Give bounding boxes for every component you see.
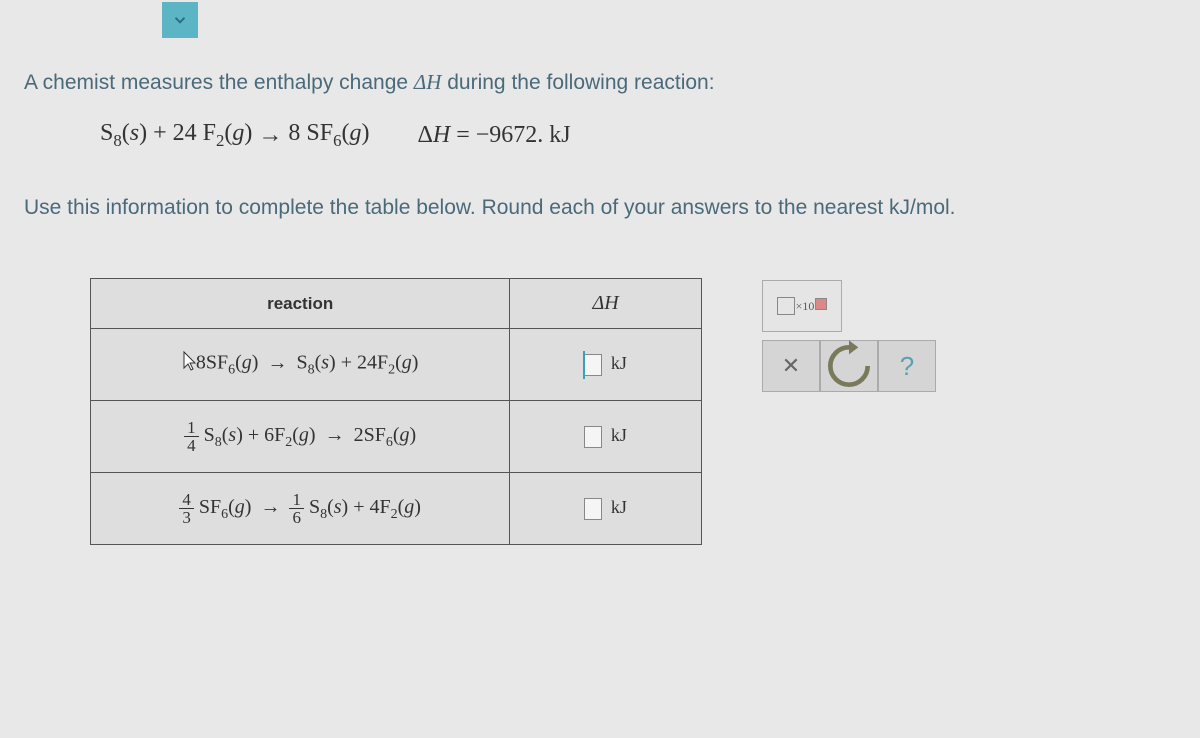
answer-input-2[interactable] [584,426,602,448]
reaction-table: reaction ΔH 8SF6(g) → S8(s) + 24F2(g) kJ [90,278,702,545]
table-row: 8SF6(g) → S8(s) + 24F2(g) kJ [91,329,702,401]
help-icon: ? [900,351,914,382]
prompt-line-3: Use this information to complete the tab… [24,196,956,220]
cursor-icon [182,350,198,378]
reaction-cell-1: 8SF6(g) → S8(s) + 24F2(g) [91,329,510,401]
table-row: 14 S8(s) + 6F2(g) → 2SF6(g) kJ [91,401,702,473]
dh-cell-2: kJ [510,401,702,473]
reset-icon [821,338,877,394]
dh-cell-3: kJ [510,473,702,545]
sci-notation-button[interactable]: ×10 [762,280,842,332]
expand-button[interactable] [162,2,198,38]
given-equation: S8(s) + 24 F2(g) → 8 SF6(g) ΔH = −9672. … [100,120,571,151]
reaction-cell-3: 43 SF6(g) → 16 S8(s) + 4F2(g) [91,473,510,545]
toolbox: ×10 ✕ ? [762,280,938,396]
answer-input-1[interactable] [584,354,602,376]
help-button[interactable]: ? [878,340,936,392]
chevron-down-icon [171,11,189,29]
prompt-line-1: A chemist measures the enthalpy change Δ… [24,70,715,95]
dh-cell-1: kJ [510,329,702,401]
header-reaction: reaction [91,279,510,329]
reaction-cell-2: 14 S8(s) + 6F2(g) → 2SF6(g) [91,401,510,473]
clear-button[interactable]: ✕ [762,340,820,392]
table-row: 43 SF6(g) → 16 S8(s) + 4F2(g) kJ [91,473,702,545]
header-dh: ΔH [510,279,702,329]
reaction-table-wrapper: reaction ΔH 8SF6(g) → S8(s) + 24F2(g) kJ [90,278,702,545]
arrow-icon: → [258,122,282,149]
answer-input-3[interactable] [584,498,602,520]
reset-button[interactable] [820,340,878,392]
close-icon: ✕ [782,353,800,379]
